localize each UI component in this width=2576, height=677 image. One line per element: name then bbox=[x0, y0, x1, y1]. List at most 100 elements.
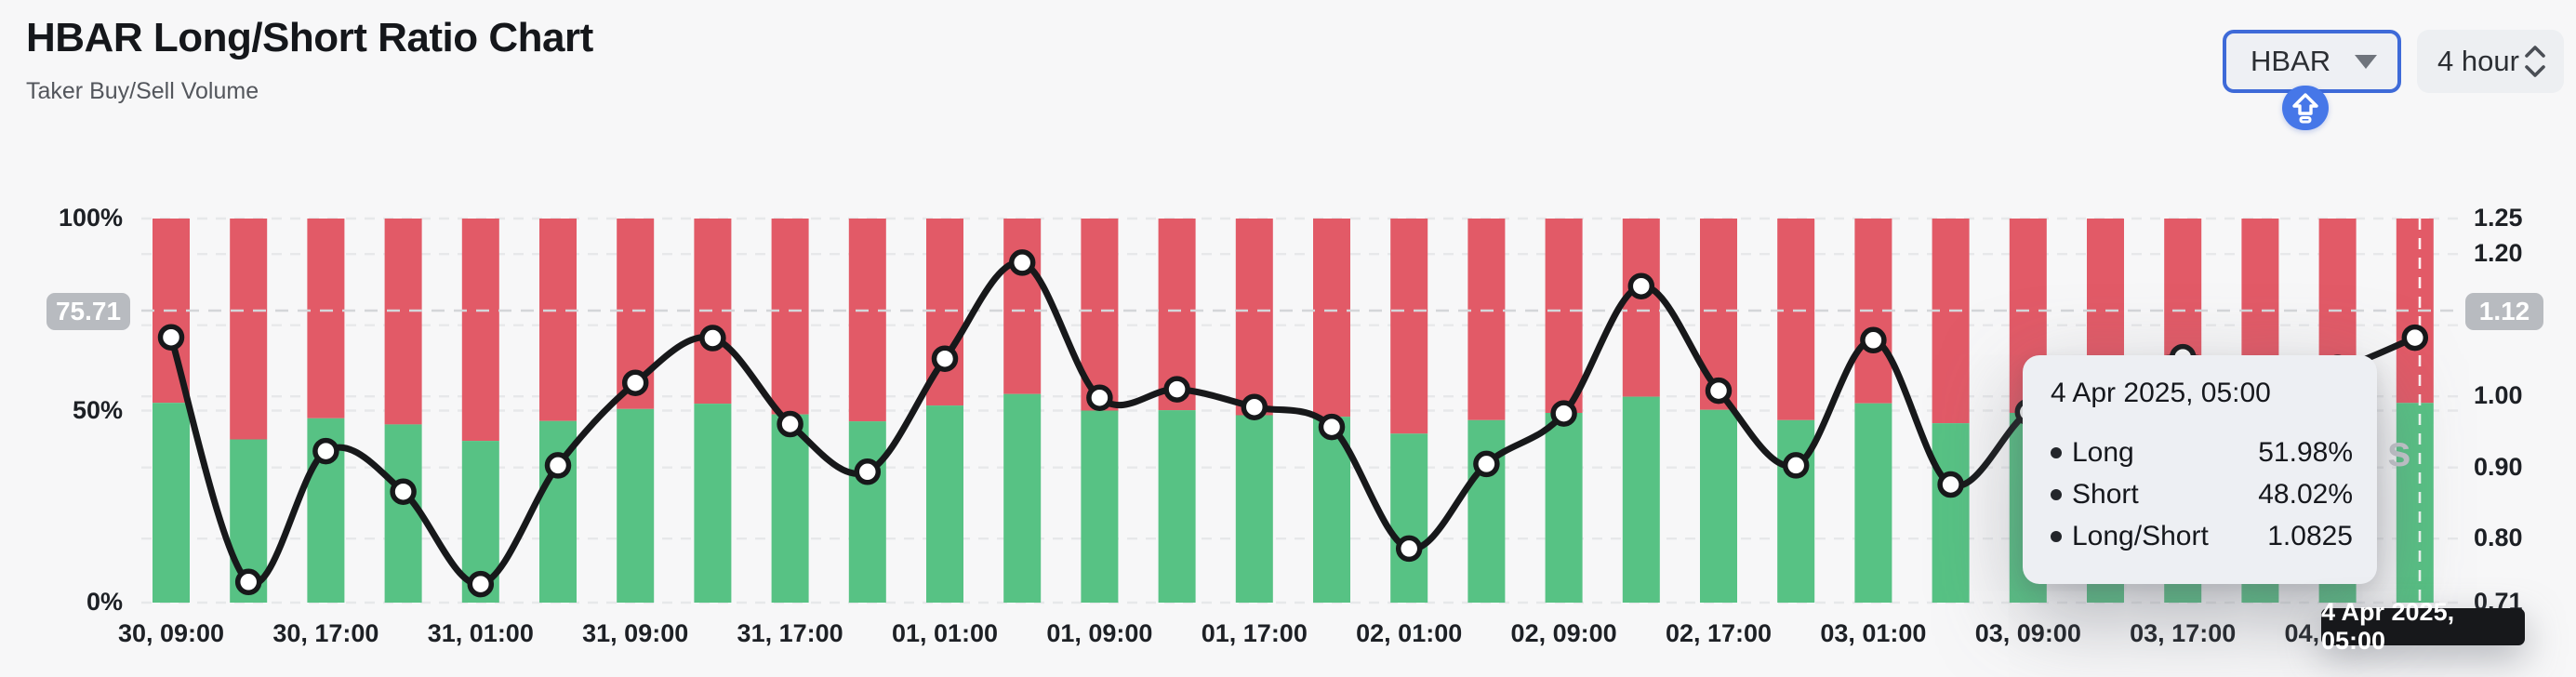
crosshair-right-badge: 1.12 bbox=[2465, 293, 2543, 330]
bar-short-segment bbox=[1777, 219, 1815, 420]
bar-short-segment bbox=[1313, 219, 1350, 418]
x-axis-tick-label: 31, 01:00 bbox=[427, 619, 534, 647]
ratio-point-marker bbox=[1395, 535, 1423, 563]
interval-select[interactable]: 4 hour bbox=[2417, 30, 2564, 93]
ratio-point-marker bbox=[1163, 376, 1190, 403]
bar-long-segment bbox=[848, 421, 886, 603]
ratio-point-marker bbox=[777, 410, 803, 438]
x-axis-tick-label: 01, 09:00 bbox=[1046, 619, 1153, 647]
ratio-point-marker bbox=[157, 324, 185, 351]
x-axis-tick-label: 03, 01:00 bbox=[1820, 619, 1927, 647]
bar-long-segment bbox=[1854, 403, 1892, 603]
x-axis-tick-label: 31, 17:00 bbox=[737, 619, 843, 647]
x-axis-tick-label: 30, 17:00 bbox=[272, 619, 379, 647]
ratio-point-marker bbox=[931, 345, 959, 372]
bar-long-segment bbox=[1081, 410, 1119, 603]
x-axis-tick-label: 31, 09:00 bbox=[582, 619, 689, 647]
ratio-point-marker bbox=[544, 452, 572, 479]
right-axis-tick-label: 1.20 bbox=[2474, 239, 2523, 268]
bar-short-segment bbox=[1932, 219, 1970, 424]
tooltip-title: 4 Apr 2025, 05:00 bbox=[2051, 378, 2271, 408]
ratio-point-marker bbox=[699, 325, 726, 352]
bar-long-segment bbox=[384, 424, 422, 603]
ratio-series-dot-icon bbox=[2051, 530, 2062, 542]
x-axis-tick-label: 01, 01:00 bbox=[891, 619, 999, 647]
x-axis-tooltip: 4 Apr 2025, 05:00 bbox=[2321, 598, 2525, 655]
ratio-point-marker bbox=[1473, 450, 1500, 478]
ratio-point-marker bbox=[312, 437, 339, 465]
bar-long-segment bbox=[694, 404, 732, 603]
bar-long-segment bbox=[1622, 396, 1660, 603]
right-axis-tick-label: 1.25 bbox=[2474, 204, 2523, 232]
ratio-point-marker bbox=[1937, 471, 1964, 498]
left-axis-tick-label: 50% bbox=[72, 395, 123, 424]
x-axis-tick-label: 30, 09:00 bbox=[117, 619, 225, 647]
ratio-point-marker bbox=[1627, 272, 1655, 299]
bar-long-segment bbox=[1700, 409, 1737, 603]
bar-long-segment bbox=[1467, 419, 1506, 603]
ratio-point-marker bbox=[1086, 384, 1113, 411]
right-axis-tick-label: 1.00 bbox=[2474, 381, 2523, 410]
tooltip-row-long: Long 51.98% bbox=[2051, 431, 2353, 473]
short-series-dot-icon bbox=[2051, 488, 2062, 500]
bar-long-segment bbox=[926, 405, 963, 603]
upload-indicator-button[interactable] bbox=[2282, 86, 2329, 130]
bar-short-segment bbox=[1622, 219, 1660, 397]
bar-short-segment bbox=[1545, 219, 1583, 413]
crosshair-left-badge: 75.71 bbox=[46, 293, 130, 330]
ratio-point-marker bbox=[1782, 452, 1810, 479]
page-subtitle: Taker Buy/Sell Volume bbox=[26, 78, 259, 104]
bar-long-segment bbox=[617, 408, 655, 603]
bar-short-segment bbox=[539, 219, 577, 421]
bar-long-segment bbox=[771, 414, 809, 603]
tooltip-label: Long/Short bbox=[2072, 520, 2209, 551]
bar-long-segment bbox=[1158, 410, 1196, 603]
x-axis-tick-label: 03, 17:00 bbox=[2130, 619, 2237, 647]
x-axis-tick-label: 02, 17:00 bbox=[1665, 619, 1773, 647]
symbol-select-value: HBAR bbox=[2251, 45, 2331, 77]
page-title: HBAR Long/Short Ratio Chart bbox=[26, 15, 593, 60]
bar-long-segment bbox=[1003, 393, 1042, 603]
chart-tooltip: 4 Apr 2025, 05:00 Long 51.98% Short 48.0… bbox=[2023, 355, 2377, 584]
bar-long-segment bbox=[1545, 413, 1583, 603]
bar-short-segment bbox=[1390, 219, 1428, 434]
left-axis-tick-label: 100% bbox=[58, 204, 123, 232]
ratio-point-marker bbox=[1008, 249, 1036, 276]
bar-long-segment bbox=[1932, 423, 1970, 603]
tooltip-value: 48.02% bbox=[2258, 478, 2353, 510]
bar-long-segment bbox=[1235, 415, 1273, 603]
chevron-down-icon bbox=[2355, 54, 2377, 69]
bar-long-segment bbox=[2396, 403, 2434, 603]
bar-long-segment bbox=[153, 403, 190, 603]
x-axis-tick-label: 03, 09:00 bbox=[1974, 619, 2081, 647]
tooltip-value: 51.98% bbox=[2258, 436, 2353, 468]
bar-short-segment bbox=[1003, 219, 1042, 394]
x-axis-tick-label: 02, 01:00 bbox=[1356, 619, 1463, 647]
right-axis-tick-label: 0.90 bbox=[2474, 452, 2523, 481]
x-axis-tick-label: 01, 17:00 bbox=[1201, 619, 1308, 647]
shift-arrow-up-icon bbox=[2292, 93, 2318, 124]
left-axis-tick-label: 0% bbox=[86, 588, 123, 616]
ratio-point-marker bbox=[621, 369, 649, 396]
bar-short-segment bbox=[1235, 219, 1273, 416]
x-axis-tick-label: 02, 09:00 bbox=[1510, 619, 1617, 647]
bar-short-segment bbox=[384, 219, 422, 425]
ratio-point-marker bbox=[2401, 324, 2429, 352]
ratio-point-marker bbox=[854, 458, 882, 485]
tooltip-label: Short bbox=[2072, 478, 2139, 510]
long-series-dot-icon bbox=[2051, 446, 2062, 458]
bar-short-segment bbox=[230, 219, 268, 440]
ratio-point-marker bbox=[1318, 413, 1346, 441]
tooltip-label: Long bbox=[2072, 436, 2134, 468]
tooltip-row-ratio: Long/Short 1.0825 bbox=[2051, 515, 2353, 557]
spinner-chevrons-icon bbox=[2525, 46, 2545, 77]
watermark-letter: s bbox=[2387, 427, 2411, 475]
bar-long-segment bbox=[1390, 433, 1428, 603]
tooltip-value: 1.0825 bbox=[2267, 520, 2353, 551]
bar-short-segment bbox=[848, 219, 886, 422]
interval-select-value: 4 hour bbox=[2437, 45, 2519, 77]
ratio-point-marker bbox=[234, 568, 262, 596]
ratio-point-marker bbox=[1550, 400, 1577, 427]
ratio-point-marker bbox=[1241, 393, 1268, 420]
